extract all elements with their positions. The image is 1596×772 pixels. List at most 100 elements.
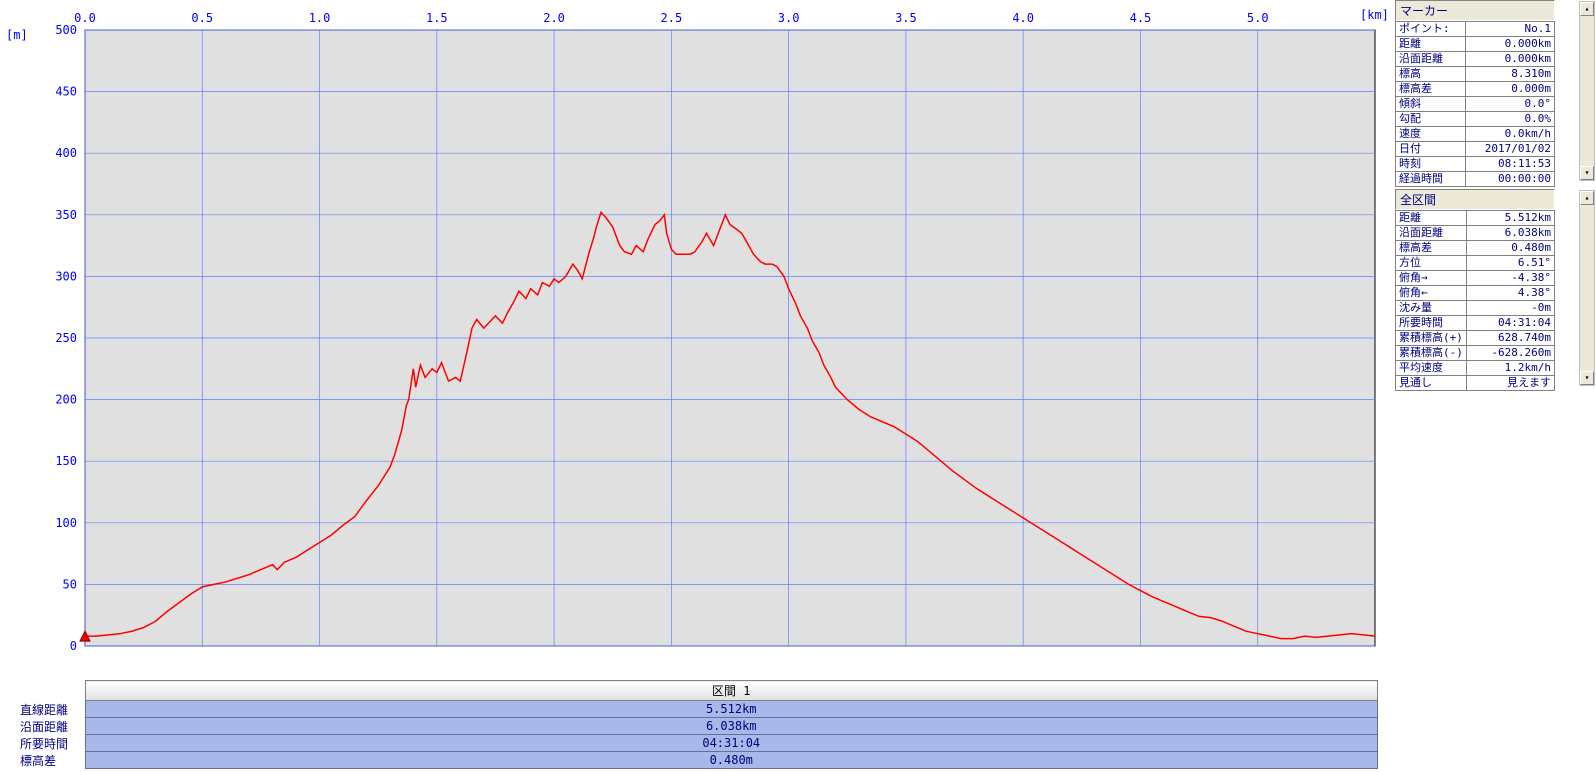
kv-key: ポイント: <box>1396 22 1466 37</box>
table-row: 累積標高(+)628.740m <box>1396 331 1555 346</box>
kv-value: 04:31:04 <box>1466 316 1554 331</box>
kv-key: 平均速度 <box>1396 361 1467 376</box>
table-row: 累積標高(-)-628.260m <box>1396 346 1555 361</box>
kv-value: 5.512km <box>1466 211 1554 226</box>
kv-value: 0.000km <box>1466 37 1555 52</box>
svg-text:4.5: 4.5 <box>1130 11 1152 25</box>
row-value: 0.480m <box>85 752 1378 769</box>
kv-value: 8.310m <box>1466 67 1555 82</box>
table-row: 標高差0.480m <box>1396 241 1555 256</box>
kv-key: 時刻 <box>1396 157 1466 172</box>
table-row: 距離5.512km <box>1396 211 1555 226</box>
svg-text:0.0: 0.0 <box>74 11 96 25</box>
table-row: 日付2017/01/02 <box>1396 142 1555 157</box>
kv-key: 経過時間 <box>1396 172 1466 187</box>
row-value: 5.512km <box>85 701 1378 718</box>
kv-value: 4.38° <box>1466 286 1554 301</box>
svg-text:1.0: 1.0 <box>309 11 331 25</box>
table-row: 所要時間04:31:04 <box>18 735 1378 752</box>
svg-text:0.5: 0.5 <box>191 11 213 25</box>
scroll-up-icon[interactable]: ▴ <box>1580 2 1594 16</box>
svg-text:0: 0 <box>70 639 77 653</box>
table-row: 沿面距離6.038km <box>18 718 1378 735</box>
kv-key: 沈み量 <box>1396 301 1467 316</box>
table-row: 距離0.000km <box>1396 37 1555 52</box>
svg-text:250: 250 <box>55 331 77 345</box>
kv-key: 速度 <box>1396 127 1466 142</box>
svg-text:450: 450 <box>55 85 77 99</box>
marker-scrollbar[interactable]: ▴ ▾ <box>1579 1 1595 181</box>
kv-value: 0.0° <box>1466 97 1555 112</box>
kv-key: 沿面距離 <box>1396 52 1466 67</box>
kv-value: 00:00:00 <box>1466 172 1555 187</box>
table-row: 速度0.0km/h <box>1396 127 1555 142</box>
table-row: 標高8.310m <box>1396 67 1555 82</box>
table-row: 傾斜0.0° <box>1396 97 1555 112</box>
table-row: 勾配0.0% <box>1396 112 1555 127</box>
row-label: 標高差 <box>18 752 85 769</box>
table-row: 直線距離5.512km <box>18 701 1378 718</box>
kv-key: 標高 <box>1396 67 1466 82</box>
kv-key: 日付 <box>1396 142 1466 157</box>
kv-value: 見えます <box>1466 376 1554 391</box>
svg-text:2.5: 2.5 <box>661 11 683 25</box>
svg-text:2.0: 2.0 <box>543 11 565 25</box>
table-row: 時刻08:11:53 <box>1396 157 1555 172</box>
table-row: 経過時間00:00:00 <box>1396 172 1555 187</box>
table-row: 沈み量-0m <box>1396 301 1555 316</box>
section-header[interactable]: 区間 1 <box>85 681 1378 701</box>
kv-key: 標高差 <box>1396 241 1467 256</box>
table-row: 標高差0.000m <box>1396 82 1555 97</box>
section-scrollbar[interactable]: ▴ ▾ <box>1579 190 1595 386</box>
kv-value: 6.51° <box>1466 256 1554 271</box>
svg-text:500: 500 <box>55 23 77 37</box>
kv-value: 0.0% <box>1466 112 1555 127</box>
kv-key: 俯角← <box>1396 286 1467 301</box>
table-row: 見通し見えます <box>1396 376 1555 391</box>
kv-value: 6.038km <box>1466 226 1554 241</box>
kv-value: 0.000km <box>1466 52 1555 67</box>
kv-value: -628.260m <box>1466 346 1554 361</box>
kv-value: 0.000m <box>1466 82 1555 97</box>
kv-key: 累積標高(-) <box>1396 346 1467 361</box>
scroll-down-icon[interactable]: ▾ <box>1580 371 1594 385</box>
row-value: 6.038km <box>85 718 1378 735</box>
kv-value: 0.0km/h <box>1466 127 1555 142</box>
blank-corner <box>18 681 85 701</box>
table-row: 平均速度1.2km/h <box>1396 361 1555 376</box>
svg-text:3.0: 3.0 <box>778 11 800 25</box>
kv-key: 傾斜 <box>1396 97 1466 112</box>
section-panel-header[interactable]: 全区間 <box>1395 189 1555 210</box>
kv-key: 沿面距離 <box>1396 226 1467 241</box>
kv-key: 俯角→ <box>1396 271 1467 286</box>
section-data-table: 距離5.512km沿面距離6.038km標高差0.480m方位6.51°俯角→ -… <box>1395 210 1555 391</box>
y-axis-unit: [m] <box>6 28 28 42</box>
svg-text:3.5: 3.5 <box>895 11 917 25</box>
elevation-chart[interactable]: 0.00.51.01.52.02.53.03.54.04.55.00501001… <box>0 0 1395 772</box>
table-row: 沿面距離0.000km <box>1396 52 1555 67</box>
svg-text:50: 50 <box>63 577 77 591</box>
svg-text:1.5: 1.5 <box>426 11 448 25</box>
kv-key: 距離 <box>1396 211 1467 226</box>
kv-value: 628.740m <box>1466 331 1554 346</box>
kv-key: 見通し <box>1396 376 1467 391</box>
table-row: 標高差0.480m <box>18 752 1378 769</box>
marker-panel-header[interactable]: マーカー <box>1395 0 1555 21</box>
kv-value: 0.480m <box>1466 241 1554 256</box>
scroll-up-icon[interactable]: ▴ <box>1580 191 1594 205</box>
svg-text:300: 300 <box>55 269 77 283</box>
table-row: 方位6.51° <box>1396 256 1555 271</box>
row-label: 直線距離 <box>18 701 85 718</box>
row-value: 04:31:04 <box>85 735 1378 752</box>
table-row: ポイント:No.1 <box>1396 22 1555 37</box>
svg-text:100: 100 <box>55 516 77 530</box>
table-row: 所要時間04:31:04 <box>1396 316 1555 331</box>
kv-key: 所要時間 <box>1396 316 1467 331</box>
kv-key: 勾配 <box>1396 112 1466 127</box>
row-label: 沿面距離 <box>18 718 85 735</box>
kv-key: 方位 <box>1396 256 1467 271</box>
kv-value: 2017/01/02 <box>1466 142 1555 157</box>
scroll-down-icon[interactable]: ▾ <box>1580 166 1594 180</box>
kv-key: 距離 <box>1396 37 1466 52</box>
chart-canvas: 0.00.51.01.52.02.53.03.54.04.55.00501001… <box>0 0 1395 680</box>
